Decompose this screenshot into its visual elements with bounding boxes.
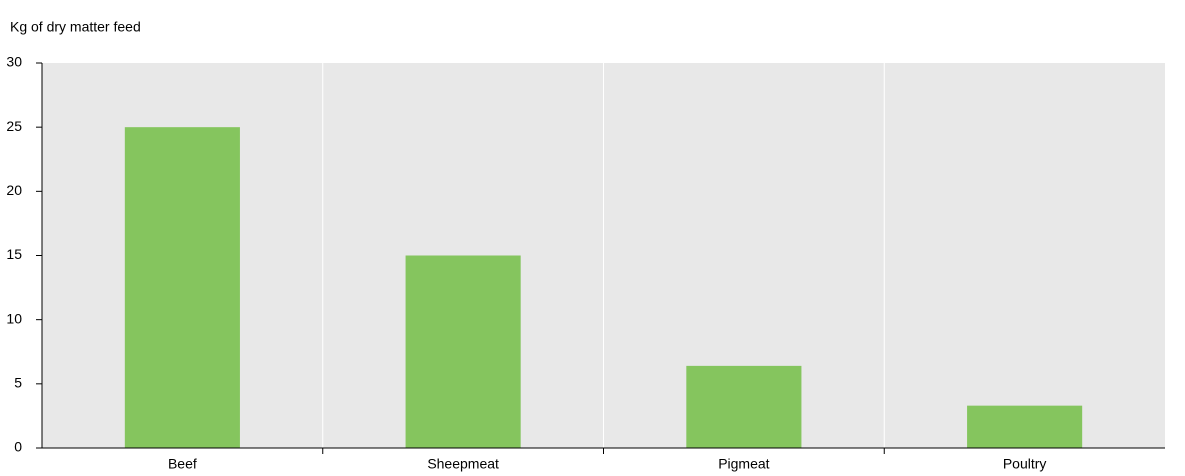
y-tick-label: 0 — [14, 439, 22, 455]
y-tick-label: 10 — [6, 310, 22, 326]
y-tick-label: 20 — [6, 182, 22, 198]
x-tick-label: Beef — [168, 456, 197, 472]
bar — [405, 255, 521, 448]
x-tick-label: Poultry — [1003, 456, 1047, 472]
y-tick-label: 5 — [14, 375, 22, 391]
bar — [686, 365, 802, 448]
y-tick-label: 30 — [6, 54, 22, 70]
y-tick-label: 15 — [6, 246, 22, 262]
x-tick-label: Pigmeat — [718, 456, 769, 472]
bar — [124, 127, 240, 449]
y-axis-label: Kg of dry matter feed — [10, 19, 141, 35]
bar — [967, 405, 1083, 448]
x-tick-label: Sheepmeat — [427, 456, 499, 472]
y-tick-label: 25 — [6, 118, 22, 134]
